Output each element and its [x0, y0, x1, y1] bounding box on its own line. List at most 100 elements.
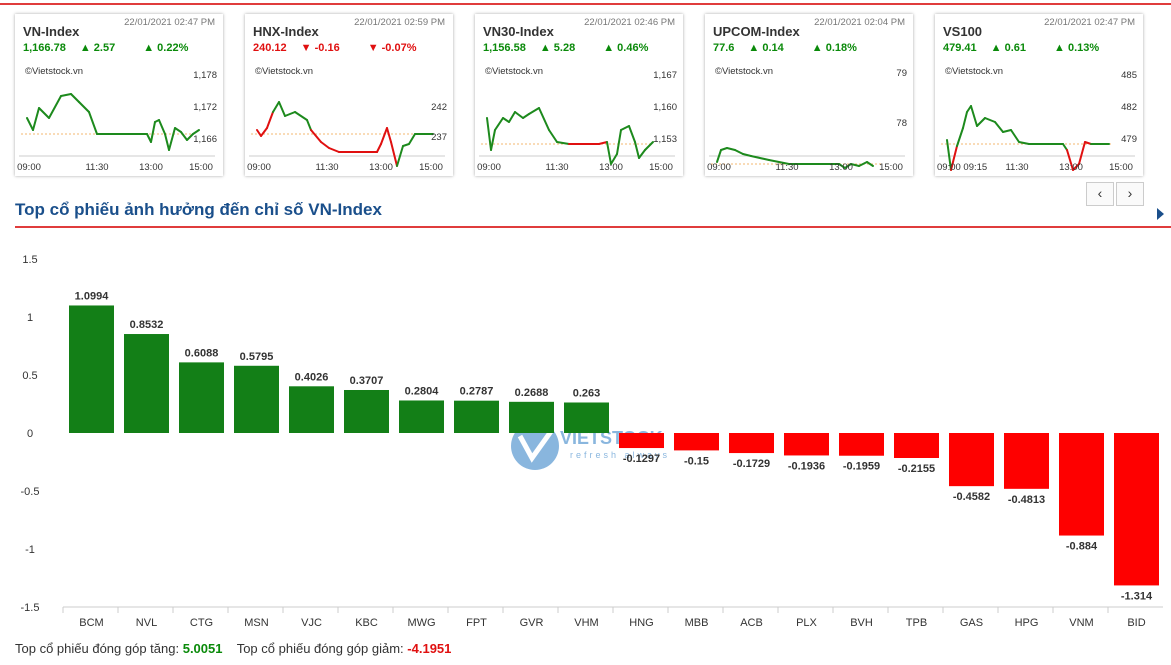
- index-card-hnx-index[interactable]: HNX-Index 22/01/2021 02:59 PM 240.12 ▼ -0.1…: [245, 14, 453, 176]
- next-button[interactable]: ›: [1116, 182, 1144, 206]
- category-label: MWG: [407, 617, 435, 629]
- category-label: MBB: [685, 617, 709, 629]
- sparkline-chart: 485 482 479 09:00 09:15 11:30 13:00 15:00: [937, 70, 1137, 173]
- bar-nvl[interactable]: [124, 334, 169, 433]
- index-name: VS100: [943, 24, 983, 39]
- source-label: ©Vietstock.vn: [255, 66, 314, 77]
- index-value: 479.41: [943, 42, 977, 54]
- y-axis-tick-label: -1.5: [21, 602, 40, 614]
- index-change-value: 0.14: [762, 42, 784, 54]
- x-tick-label: 09:00: [477, 162, 501, 173]
- bar-value-label: -1.314: [1121, 590, 1153, 602]
- index-percent: ▲ 0.18%: [811, 42, 857, 54]
- category-label: VNM: [1069, 617, 1093, 629]
- x-tick-label: 13:00: [829, 162, 853, 173]
- bar-vhm[interactable]: [564, 402, 609, 433]
- x-tick-label: 11:30: [315, 162, 338, 173]
- category-label: GAS: [960, 617, 983, 629]
- bar-hpg[interactable]: [1004, 433, 1049, 489]
- index-values: 479.41 ▲ 0.61 ▲ 0.13%: [943, 42, 1127, 54]
- index-change-value: 5.28: [553, 42, 576, 54]
- bar-msn[interactable]: [234, 365, 279, 433]
- index-change: ▲ 2.57: [79, 42, 116, 54]
- bar-tpb[interactable]: [894, 433, 939, 458]
- bar-mbb[interactable]: [674, 433, 719, 451]
- bar-gvr[interactable]: [509, 401, 554, 433]
- sparkline-chart: 1,178 1,172 1,166 09:00 11:30 13:00 15:00: [17, 70, 217, 173]
- x-tick-label: 15:00: [1109, 162, 1133, 173]
- category-label: VJC: [301, 617, 322, 629]
- index-card-vn-index[interactable]: VN-Index 22/01/2021 02:47 PM 1,166.78 ▲ 2.5…: [15, 14, 223, 176]
- index-value: 1,166.78: [23, 42, 66, 54]
- index-values: 240.12 ▼ -0.16 ▼ -0.07%: [253, 42, 445, 54]
- bar-bcm[interactable]: [69, 305, 114, 433]
- x-tick-label: 11:30: [85, 162, 108, 173]
- footer-summary: Top cổ phiếu đóng góp tăng: 5.0051 Top c…: [15, 641, 451, 656]
- x-tick-label: 13:00: [139, 162, 163, 173]
- x-tick-label: 11:30: [545, 162, 568, 173]
- index-name: VN-Index: [23, 24, 80, 39]
- category-label: MSN: [244, 617, 269, 629]
- category-label: CTG: [190, 617, 213, 629]
- index-percent-value: 0.22%: [157, 42, 189, 54]
- bar-value-label: 0.2804: [405, 385, 440, 397]
- bar-value-label: 0.2688: [515, 387, 549, 399]
- index-card-vs100[interactable]: VS100 22/01/2021 02:47 PM 479.41 ▲ 0.61 ▲ 0.…: [935, 14, 1143, 176]
- bar-kbc[interactable]: [344, 389, 389, 433]
- source-label: ©Vietstock.vn: [945, 66, 1004, 77]
- index-change: ▼ -0.16: [300, 42, 340, 54]
- bar-value-label: 0.4026: [295, 371, 329, 383]
- x-tick-label: 13:00: [1059, 162, 1083, 173]
- index-card-vn30-index[interactable]: VN30-Index 22/01/2021 02:46 PM 1,156.58 ▲ 5…: [475, 14, 683, 176]
- gain-value: 5.0051: [182, 641, 223, 656]
- index-name: UPCOM-Index: [713, 24, 800, 39]
- bar-vjc[interactable]: [289, 386, 334, 433]
- index-values: 1,156.58 ▲ 5.28 ▲ 0.46%: [483, 42, 676, 54]
- svg-text:refresh always: refresh always: [570, 450, 670, 460]
- bar-bvh[interactable]: [839, 433, 884, 456]
- bar-vnm[interactable]: [1059, 433, 1104, 536]
- bar-bid[interactable]: [1114, 433, 1159, 586]
- bar-gas[interactable]: [949, 433, 994, 487]
- bar-hng[interactable]: [619, 433, 664, 449]
- bar-plx[interactable]: [784, 433, 829, 456]
- y-axis-tick-label: 0.5: [22, 370, 37, 382]
- index-timestamp: 22/01/2021 02:47 PM: [1044, 17, 1135, 28]
- bar-fpt[interactable]: [454, 400, 499, 433]
- x-tick-label: 15:00: [189, 162, 213, 173]
- bar-mwg[interactable]: [399, 400, 444, 433]
- index-card-upcom-index[interactable]: UPCOM-Index 22/01/2021 02:04 PM 77.6 ▲ 0.14…: [705, 14, 913, 176]
- bar-value-label: 0.6088: [185, 347, 219, 359]
- bar-acb[interactable]: [729, 433, 774, 454]
- y-tick-label: 479: [1121, 134, 1137, 145]
- x-tick-label: 15:00: [649, 162, 673, 173]
- section-title: Top cổ phiếu ảnh hưởng đến chỉ số VN-Ind…: [15, 200, 382, 219]
- y-tick-label: 1,172: [193, 102, 217, 113]
- source-label: ©Vietstock.vn: [25, 66, 84, 77]
- index-change: ▲ 0.14: [748, 42, 784, 54]
- y-tick-label: 242: [431, 102, 447, 113]
- x-tick-label: 15:00: [419, 162, 443, 173]
- x-tick-label: 11:30: [775, 162, 798, 173]
- index-values: 77.6 ▲ 0.14 ▲ 0.18%: [713, 42, 885, 54]
- y-tick-label: 1,160: [653, 102, 677, 113]
- bar-ctg[interactable]: [179, 362, 224, 433]
- y-axis-tick-label: 0: [27, 428, 33, 440]
- index-timestamp: 22/01/2021 02:47 PM: [124, 17, 215, 28]
- index-name: HNX-Index: [253, 24, 319, 39]
- sparkline-chart: 242 237 09:00 11:30 13:00 15:00: [247, 101, 447, 173]
- category-label: BVH: [850, 617, 873, 629]
- bar-value-label: -0.2155: [898, 463, 935, 475]
- y-tick-label: 485: [1121, 70, 1137, 81]
- index-name: VN30-Index: [483, 24, 554, 39]
- category-label: BID: [1127, 617, 1145, 629]
- bar-value-label: -0.1936: [788, 460, 825, 472]
- index-value: 77.6: [713, 42, 735, 54]
- loss-value: -4.1951: [407, 641, 452, 656]
- index-percent-value: 0.13%: [1067, 42, 1100, 54]
- expand-arrow-icon[interactable]: [1157, 208, 1164, 220]
- prev-button[interactable]: ‹: [1086, 182, 1114, 206]
- y-tick-label: 1,167: [653, 70, 677, 81]
- bar-value-label: -0.4582: [953, 491, 990, 503]
- loss-label: Top cổ phiếu đóng góp giảm:: [236, 641, 404, 656]
